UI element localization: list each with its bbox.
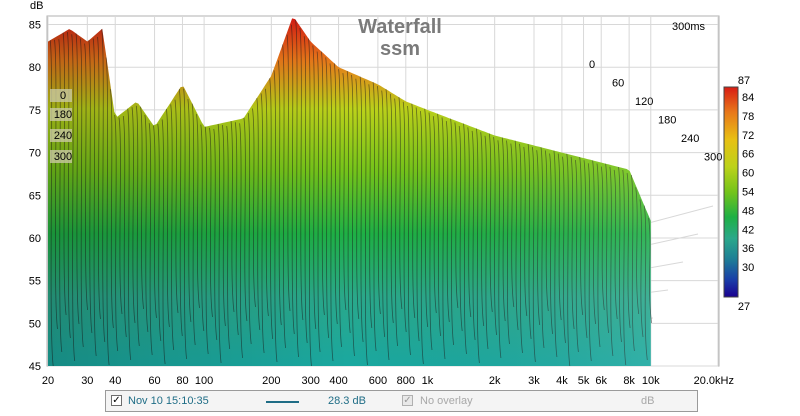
left-time-label-bg: [50, 150, 72, 163]
time-slice-label: 300: [704, 152, 722, 164]
colorbar-tick-label: 84: [742, 92, 754, 104]
y-axis: 45 50 55 60 65 70 75 80 85: [29, 20, 41, 373]
x-tick-label: 300: [301, 375, 319, 387]
colorbar-tick-label: 42: [742, 224, 754, 236]
overlay-label: No overlay: [420, 395, 473, 407]
colorbar-tick-label: 60: [742, 168, 754, 180]
left-time-label-bg: [50, 108, 72, 121]
x-tick-label: 4k: [556, 375, 568, 387]
legend-bar: ✓ Nov 10 15:10:35 28.3 dB ✓ No overlay d…: [105, 390, 698, 412]
colorbar-tick-label: 36: [742, 243, 754, 255]
x-tick-label: 10k: [642, 375, 660, 387]
x-tick-label: 8k: [623, 375, 635, 387]
y-tick-label: 75: [29, 105, 41, 117]
y-tick-label: 60: [29, 233, 41, 245]
measurement-level: 28.3 dB: [328, 395, 366, 407]
x-tick-label: 20: [42, 375, 54, 387]
x-tick-label: 30: [81, 375, 93, 387]
x-tick-label: 60: [148, 375, 160, 387]
x-tick-label: 5k: [578, 375, 590, 387]
x-tick-label: 800: [397, 375, 415, 387]
x-axis: 20 30 40 60 80 100 200 300 400 600 800 1k 2k 3k 4k 5k 6k…: [42, 375, 734, 387]
left-time-label: 0: [60, 90, 66, 102]
chart-title: Waterfall: [358, 16, 442, 38]
x-tick-label: 100: [195, 375, 213, 387]
x-tick-label: 1k: [422, 375, 434, 387]
y-tick-label: 85: [29, 20, 41, 32]
surface-shade: [48, 18, 651, 367]
time-slice-label: 120: [635, 96, 653, 108]
time-slice-labels: 0 60 120 180 240 300 0 180 240 300: [50, 59, 722, 164]
x-tick-label: 80: [176, 375, 188, 387]
left-time-label: 180: [54, 109, 72, 121]
x-tick-label: 6k: [595, 375, 607, 387]
colorbar-tick-label: 54: [742, 187, 754, 199]
time-slice-label: 240: [681, 133, 699, 145]
colorbar-min-label: 27: [738, 301, 750, 313]
waterfall-chart: Waterfall ssm dB 300ms 45 50 55 60 65 70 75 80 8…: [29, 0, 755, 387]
colorbar: 87 84 78 72 66 60 54 48 42 36 30 27: [723, 75, 754, 313]
series-line-swatch: [266, 401, 299, 403]
colorbar-max-label: 87: [738, 75, 750, 87]
measurement-date: Nov 10 15:10:35: [128, 395, 209, 407]
x-tick-label: 3k: [528, 375, 540, 387]
left-time-label: 240: [54, 130, 72, 142]
y-axis-label: dB: [30, 0, 43, 12]
left-time-label: 300: [54, 151, 72, 163]
chart-subtitle: ssm: [380, 38, 420, 60]
time-slice-label: 60: [612, 78, 624, 90]
y-tick-label: 70: [29, 148, 41, 160]
y-tick-label: 55: [29, 276, 41, 288]
y-tick-label: 80: [29, 62, 41, 74]
x-tick-label: 600: [369, 375, 387, 387]
colorbar-tick-label: 30: [742, 262, 754, 274]
y-tick-label: 45: [29, 361, 41, 373]
y-tick-label: 65: [29, 190, 41, 202]
x-tick-label: 40: [109, 375, 121, 387]
colorbar-tick-label: 48: [742, 205, 754, 217]
overlay-unit: dB: [641, 395, 655, 407]
colorbar-tick-label: 66: [742, 149, 754, 161]
colorbar-tick-label: 72: [742, 130, 754, 142]
x-tick-label: 200: [262, 375, 280, 387]
measurement-checkbox[interactable]: ✓: [111, 395, 122, 406]
x-tick-label: 20.0kHz: [694, 375, 734, 387]
left-time-label-bg: [50, 129, 72, 142]
x-tick-label: 2k: [489, 375, 501, 387]
colorbar-tick-label: 78: [742, 111, 754, 123]
x-tick-label: 400: [329, 375, 347, 387]
overlay-checkbox[interactable]: ✓: [402, 395, 413, 406]
time-slice-label: 180: [658, 115, 676, 127]
time-slice-label: 0: [589, 59, 595, 71]
y-tick-label: 50: [29, 318, 41, 330]
time-window-label: 300ms: [672, 21, 706, 33]
waterfall-surface: [48, 18, 652, 367]
left-time-label-bg: [50, 89, 72, 102]
